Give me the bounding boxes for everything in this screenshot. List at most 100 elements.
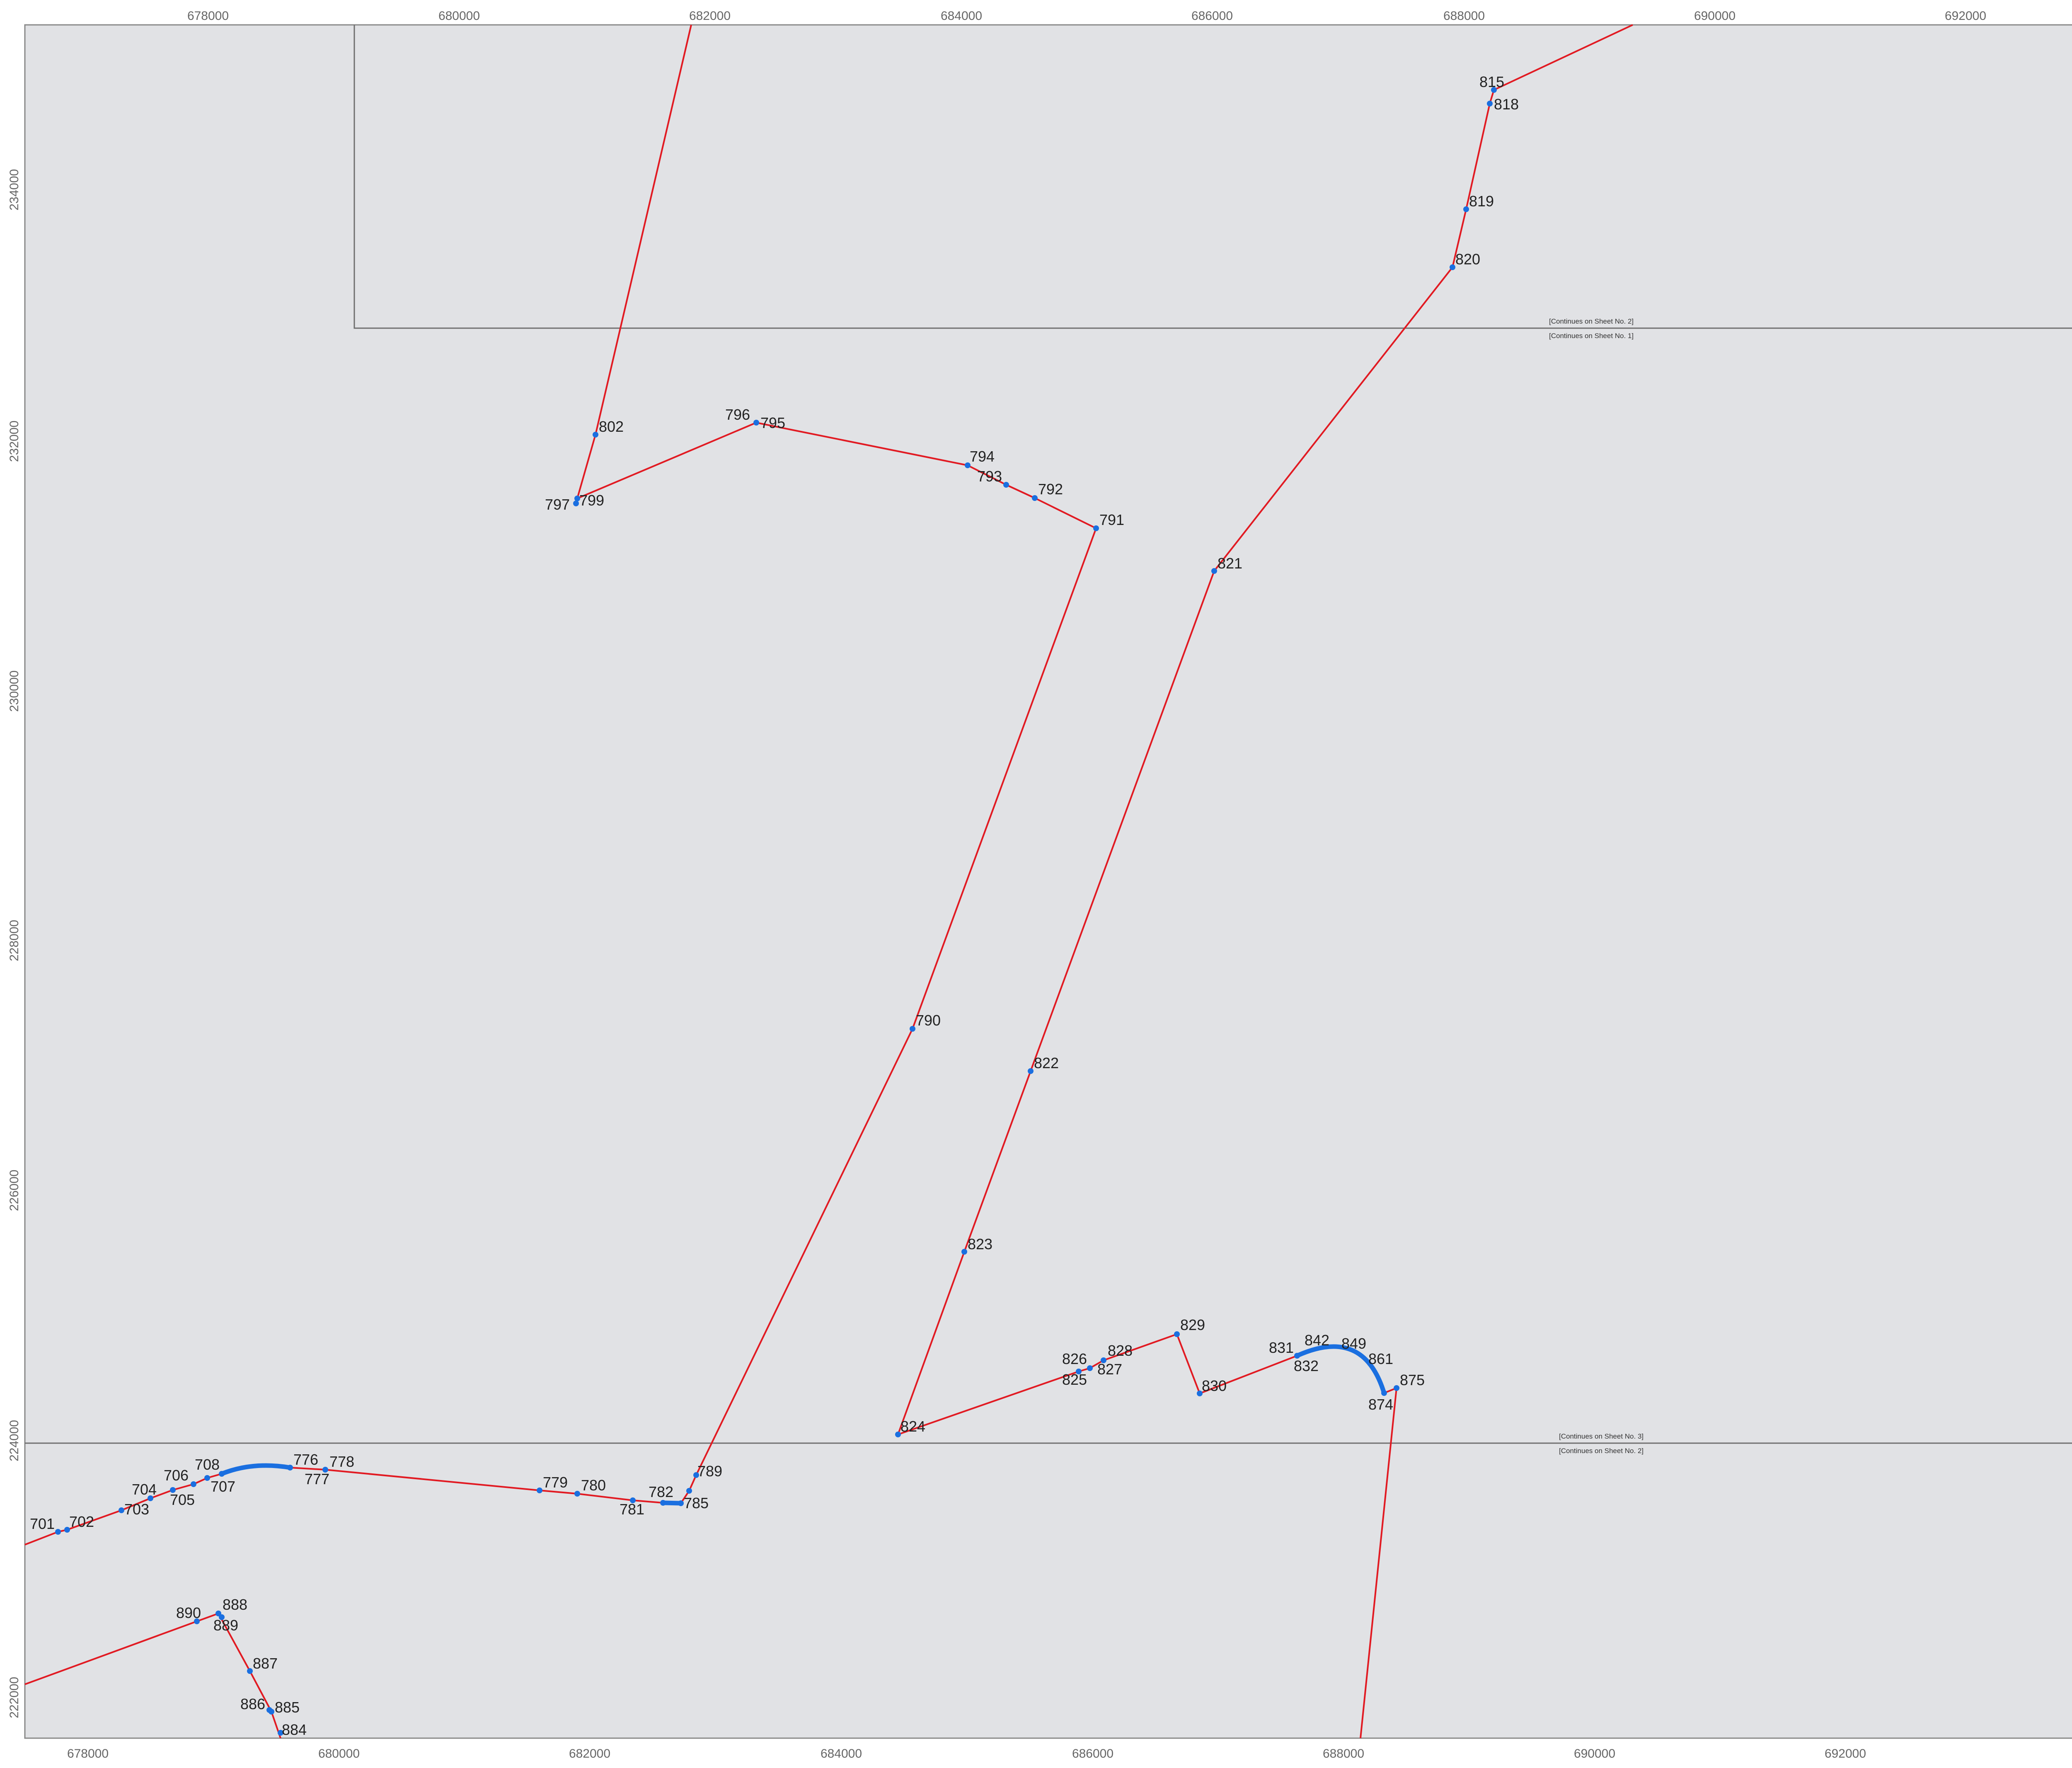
survey-point[interactable] bbox=[1463, 206, 1469, 212]
point-label: 842 bbox=[1305, 1332, 1329, 1349]
survey-point[interactable] bbox=[630, 1497, 636, 1503]
survey-point[interactable] bbox=[593, 432, 598, 438]
survey-point[interactable] bbox=[219, 1614, 225, 1620]
survey-point[interactable] bbox=[1032, 495, 1038, 501]
survey-point[interactable] bbox=[1101, 1357, 1106, 1363]
survey-point[interactable] bbox=[537, 1487, 542, 1493]
point-label: 795 bbox=[760, 414, 785, 431]
x-tick-label: 680000 bbox=[318, 1747, 360, 1761]
sheet-note: [Continues on Sheet No. 2] bbox=[1549, 317, 1634, 325]
point-label: 707 bbox=[211, 1478, 235, 1495]
survey-point[interactable] bbox=[910, 1026, 915, 1032]
y-axis-left: 234000 232000 230000 228000 226000 22400… bbox=[7, 169, 21, 1718]
survey-point[interactable] bbox=[678, 1500, 684, 1506]
survey-point[interactable] bbox=[1003, 482, 1009, 488]
x-tick-label: 684000 bbox=[821, 1747, 862, 1761]
curve-segments bbox=[219, 1344, 1387, 1506]
x-tick-label: 678000 bbox=[187, 9, 229, 23]
survey-point[interactable] bbox=[322, 1467, 328, 1473]
x-tick-label: 680000 bbox=[438, 9, 480, 23]
x-tick-label: 690000 bbox=[1694, 9, 1736, 23]
survey-point[interactable] bbox=[64, 1527, 70, 1533]
curve-segment bbox=[219, 1463, 293, 1476]
survey-point[interactable] bbox=[660, 1500, 666, 1506]
survey-point[interactable] bbox=[119, 1507, 124, 1513]
point-label: 849 bbox=[1341, 1335, 1366, 1352]
survey-point[interactable] bbox=[1211, 568, 1217, 574]
point-label: 821 bbox=[1218, 555, 1242, 572]
point-label: 776 bbox=[293, 1451, 318, 1468]
survey-point[interactable] bbox=[686, 1488, 692, 1494]
survey-point[interactable] bbox=[1487, 101, 1493, 106]
survey-point[interactable] bbox=[1093, 525, 1099, 531]
point-label: 826 bbox=[1062, 1350, 1087, 1367]
survey-point[interactable] bbox=[1491, 87, 1497, 93]
point-label: 703 bbox=[124, 1501, 149, 1518]
x-tick-label: 686000 bbox=[1191, 9, 1233, 23]
survey-point[interactable] bbox=[1294, 1353, 1300, 1359]
survey-point[interactable] bbox=[55, 1529, 61, 1535]
point-label: 789 bbox=[697, 1463, 722, 1480]
point-label: 889 bbox=[213, 1617, 238, 1634]
x-tick-label: 682000 bbox=[689, 9, 731, 23]
survey-point[interactable] bbox=[269, 1709, 274, 1715]
sheet-boundary-upper bbox=[353, 25, 2072, 329]
point-label: 822 bbox=[1034, 1055, 1059, 1071]
survey-point[interactable] bbox=[1197, 1391, 1203, 1396]
survey-point[interactable] bbox=[1394, 1385, 1399, 1391]
x-tick-label: 692000 bbox=[1825, 1747, 1866, 1761]
point-label: 884 bbox=[282, 1721, 307, 1738]
survey-point[interactable] bbox=[287, 1465, 293, 1471]
survey-point[interactable] bbox=[1450, 264, 1455, 270]
survey-point[interactable] bbox=[148, 1495, 153, 1501]
point-label: 782 bbox=[649, 1483, 673, 1500]
survey-point[interactable] bbox=[753, 420, 759, 426]
survey-points bbox=[55, 87, 1497, 1736]
survey-point[interactable] bbox=[1028, 1068, 1034, 1074]
sheet-note: [Continues on Sheet No. 1] bbox=[1549, 332, 1634, 340]
point-label: 705 bbox=[170, 1491, 195, 1508]
y-tick-label: 222000 bbox=[7, 1677, 21, 1718]
survey-point[interactable] bbox=[573, 501, 579, 506]
survey-point[interactable] bbox=[895, 1432, 901, 1437]
point-label: 823 bbox=[968, 1236, 992, 1253]
y-tick-label: 226000 bbox=[7, 1170, 21, 1211]
survey-point[interactable] bbox=[574, 1491, 580, 1497]
survey-point[interactable] bbox=[247, 1668, 253, 1674]
point-label: 890 bbox=[176, 1604, 201, 1621]
point-label: 785 bbox=[684, 1495, 709, 1512]
survey-point[interactable] bbox=[961, 1249, 967, 1255]
survey-point[interactable] bbox=[194, 1618, 200, 1624]
survey-point[interactable] bbox=[219, 1471, 225, 1477]
survey-point[interactable] bbox=[1076, 1369, 1082, 1374]
survey-point[interactable] bbox=[278, 1730, 283, 1736]
point-label: 825 bbox=[1062, 1371, 1087, 1388]
survey-point[interactable] bbox=[574, 496, 580, 501]
survey-point[interactable] bbox=[965, 462, 971, 468]
survey-point[interactable] bbox=[1174, 1331, 1180, 1337]
point-label: 796 bbox=[725, 406, 750, 423]
point-label: 885 bbox=[275, 1699, 300, 1716]
point-label: 794 bbox=[970, 448, 995, 465]
point-label: 781 bbox=[620, 1501, 644, 1518]
survey-point[interactable] bbox=[191, 1481, 196, 1487]
survey-point[interactable] bbox=[1087, 1365, 1093, 1371]
x-tick-label: 684000 bbox=[941, 9, 982, 23]
point-label: 887 bbox=[253, 1655, 278, 1672]
survey-point[interactable] bbox=[170, 1487, 176, 1493]
route-segment-southwest bbox=[24, 1613, 281, 1739]
point-label: 704 bbox=[132, 1481, 157, 1498]
point-label: 830 bbox=[1202, 1377, 1227, 1394]
survey-point[interactable] bbox=[693, 1472, 699, 1478]
survey-point[interactable] bbox=[204, 1475, 210, 1481]
route-segment-middle bbox=[290, 1467, 663, 1504]
point-label: 780 bbox=[581, 1477, 606, 1494]
survey-point[interactable] bbox=[1381, 1390, 1387, 1396]
sheet-note: [Continues on Sheet No. 3] bbox=[1559, 1432, 1644, 1440]
y-tick-label: 224000 bbox=[7, 1420, 21, 1461]
point-label: 799 bbox=[579, 492, 604, 509]
point-label: 819 bbox=[1469, 193, 1494, 210]
point-label: 797 bbox=[545, 496, 570, 513]
survey-point[interactable] bbox=[215, 1611, 221, 1616]
